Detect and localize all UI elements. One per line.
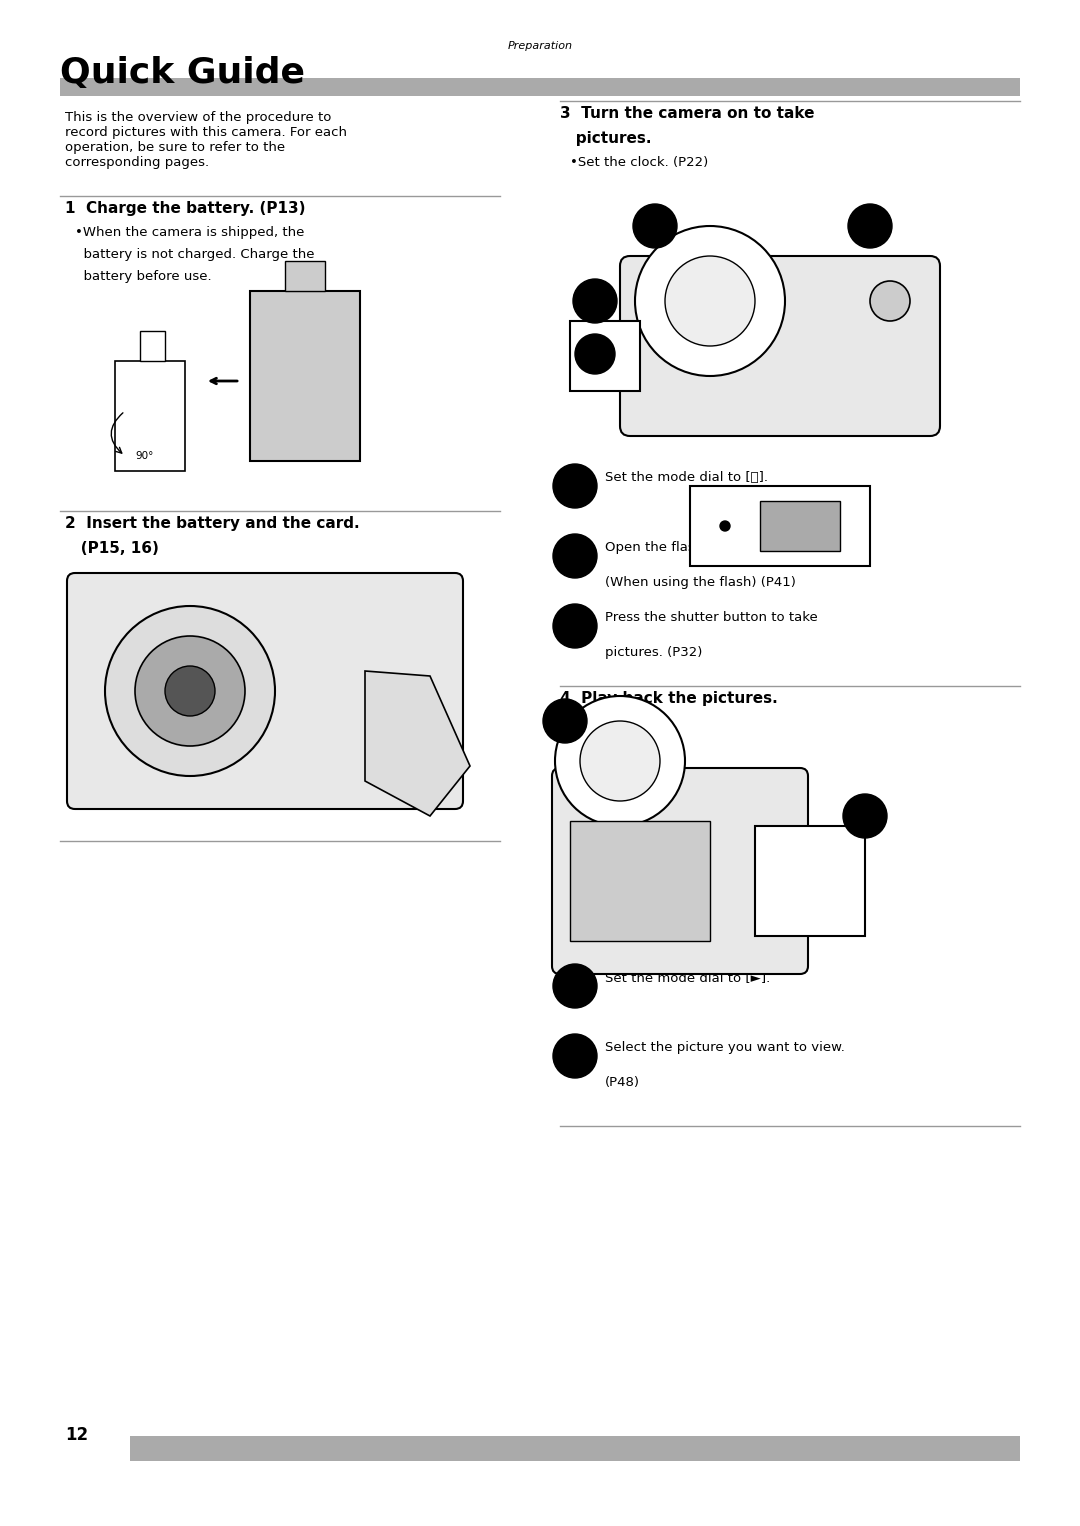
Circle shape	[870, 281, 910, 320]
Text: pictures. (P32): pictures. (P32)	[605, 645, 702, 659]
Circle shape	[633, 204, 677, 249]
Circle shape	[580, 720, 660, 801]
Text: pictures.: pictures.	[561, 131, 651, 146]
Text: 1  Charge the battery. (P13): 1 Charge the battery. (P13)	[65, 201, 306, 217]
Text: 1: 1	[565, 971, 571, 980]
Circle shape	[575, 334, 615, 374]
Circle shape	[843, 794, 887, 838]
Bar	[114, 362, 185, 472]
Circle shape	[135, 636, 245, 746]
Text: Set the mode dial to [►].: Set the mode dial to [►].	[605, 971, 770, 984]
Circle shape	[553, 464, 597, 508]
Bar	[140, 331, 165, 362]
Circle shape	[635, 226, 785, 375]
FancyBboxPatch shape	[552, 768, 808, 974]
Circle shape	[555, 696, 685, 826]
Text: 1: 1	[645, 206, 651, 215]
Circle shape	[720, 520, 730, 531]
Text: battery before use.: battery before use.	[75, 270, 212, 282]
Text: Press the shutter button to take: Press the shutter button to take	[605, 610, 818, 624]
Circle shape	[553, 964, 597, 1009]
Bar	[60, 78, 1020, 96]
Circle shape	[553, 534, 597, 578]
Text: (P15, 16): (P15, 16)	[65, 542, 159, 555]
Text: 3: 3	[860, 206, 866, 215]
Text: 2: 2	[855, 797, 861, 806]
Text: Preparation: Preparation	[508, 41, 572, 50]
Circle shape	[553, 604, 597, 649]
Text: Open the flash.: Open the flash.	[605, 542, 707, 554]
Text: •Set the clock. (P22): •Set the clock. (P22)	[570, 156, 708, 169]
Text: Set the mode dial to [Ｐ].: Set the mode dial to [Ｐ].	[605, 472, 768, 484]
Circle shape	[165, 665, 215, 716]
Text: 90°: 90°	[135, 452, 153, 461]
Text: 4  Play back the pictures.: 4 Play back the pictures.	[561, 691, 778, 707]
Text: 1: 1	[555, 700, 562, 710]
Bar	[285, 261, 325, 291]
Text: 2: 2	[565, 542, 571, 549]
Circle shape	[105, 606, 275, 777]
Bar	[249, 291, 360, 461]
Bar	[755, 826, 865, 935]
Text: 2  Insert the battery and the card.: 2 Insert the battery and the card.	[65, 516, 360, 531]
Text: 1: 1	[565, 472, 571, 481]
Text: 2: 2	[565, 1041, 571, 1050]
Text: 3  Turn the camera on to take: 3 Turn the camera on to take	[561, 105, 814, 121]
Polygon shape	[365, 671, 470, 816]
Text: OFF •  • ON: OFF • • ON	[696, 491, 744, 501]
Text: P: P	[692, 272, 699, 281]
Circle shape	[573, 279, 617, 324]
Circle shape	[543, 699, 588, 743]
Text: This is the overview of the procedure to
record pictures with this camera. For e: This is the overview of the procedure to…	[65, 111, 347, 169]
Text: OPEN: OPEN	[607, 337, 626, 343]
Bar	[690, 485, 870, 566]
FancyBboxPatch shape	[67, 572, 463, 809]
Text: battery is not charged. Charge the: battery is not charged. Charge the	[75, 249, 314, 261]
Text: 3: 3	[565, 610, 571, 620]
Circle shape	[665, 256, 755, 346]
Bar	[570, 821, 710, 942]
Circle shape	[848, 204, 892, 249]
Bar	[570, 320, 640, 391]
Text: •When the camera is shipped, the: •When the camera is shipped, the	[75, 226, 305, 240]
Text: Quick Guide: Quick Guide	[60, 56, 305, 90]
Text: (P48): (P48)	[605, 1076, 640, 1090]
Circle shape	[553, 1035, 597, 1077]
Text: (When using the flash) (P41): (When using the flash) (P41)	[605, 575, 796, 589]
Text: 2: 2	[585, 281, 591, 290]
Text: Select the picture you want to view.: Select the picture you want to view.	[605, 1041, 845, 1054]
FancyBboxPatch shape	[620, 256, 940, 436]
Text: 12: 12	[65, 1425, 89, 1444]
Bar	[760, 501, 840, 551]
Bar	[130, 1436, 1020, 1460]
